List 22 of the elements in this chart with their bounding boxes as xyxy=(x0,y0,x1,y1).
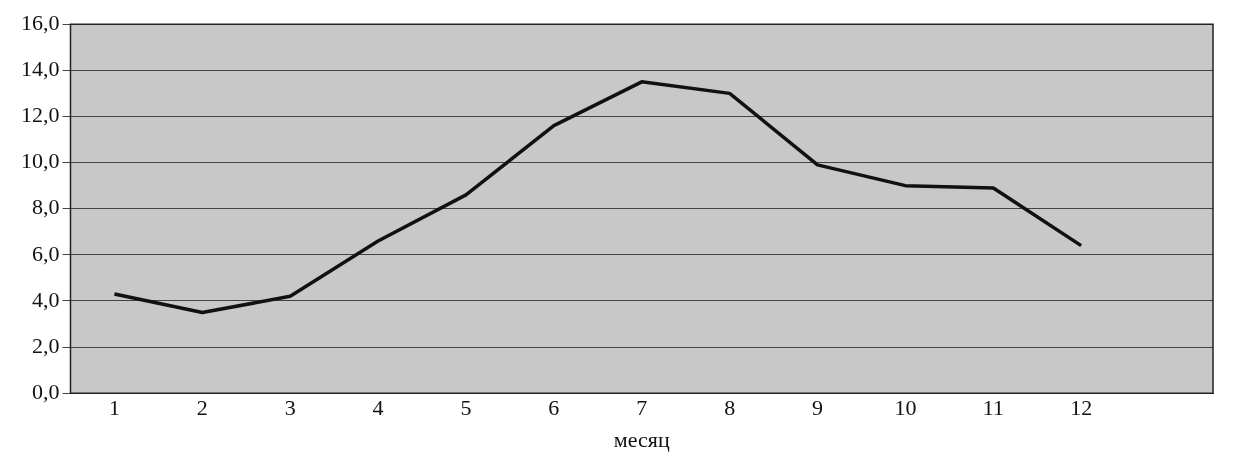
x-tick-label: 6 xyxy=(548,395,560,421)
y-tick-label: 16,0 xyxy=(21,9,60,35)
x-tick-label: 1 xyxy=(108,395,120,421)
x-tick-label: 12 xyxy=(1070,395,1093,421)
x-tick-label: 9 xyxy=(812,395,824,421)
x-tick-label: 7 xyxy=(636,395,648,421)
y-tick-label: 0,0 xyxy=(32,378,60,404)
x-axis-title: месяц xyxy=(613,426,670,452)
x-tick-label: 4 xyxy=(372,395,384,421)
y-tick-label: 6,0 xyxy=(32,240,60,266)
y-tick-label: 2,0 xyxy=(32,332,60,358)
y-tick-label: 14,0 xyxy=(21,56,60,82)
y-tick-label: 8,0 xyxy=(32,194,60,220)
x-tick-label: 10 xyxy=(894,395,917,421)
x-tick-label: 5 xyxy=(460,395,472,421)
y-tick-label: 10,0 xyxy=(21,148,60,174)
x-tick-label: 11 xyxy=(982,395,1004,421)
y-tick-label: 12,0 xyxy=(21,102,60,128)
x-tick-label: 2 xyxy=(196,395,208,421)
x-tick-label: 8 xyxy=(724,395,736,421)
y-tick-label: 4,0 xyxy=(32,286,60,312)
x-tick-label: 3 xyxy=(284,395,296,421)
